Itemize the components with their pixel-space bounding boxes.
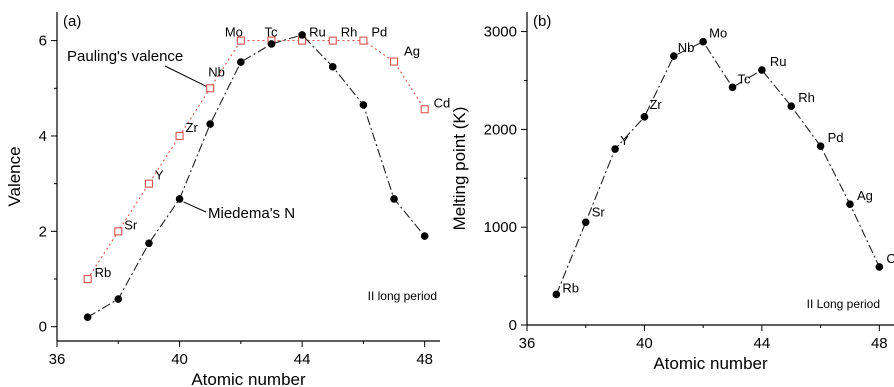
data-point-circle [390,195,398,203]
data-point-circle [581,218,590,227]
element-label: Cd [886,251,894,266]
element-label: Ag [857,188,873,203]
x-tick-label: 40 [171,351,188,368]
data-point-square [328,36,337,45]
data-point-circle [145,239,153,248]
data-point-square [83,274,92,284]
pauling-valence-label: Pauling's valence [67,48,183,65]
x-axis-title: Atomic number [653,354,768,373]
element-label: Rb [562,280,579,295]
element-label: Ru [770,54,787,69]
element-label: Y [620,133,629,148]
data-point-circle [670,52,678,60]
data-point-circle [175,195,184,203]
series-line [555,41,880,295]
data-point-circle [83,313,92,321]
pauling-leader-line [164,65,207,87]
data-point-circle [758,66,766,74]
element-label: Ag [404,44,420,59]
data-point-circle [420,232,429,240]
element-label: Mo [709,26,727,41]
data-point-square [389,57,399,66]
data-point-circle [699,37,707,46]
y-axis-title: Melting point (K) [450,107,469,231]
element-label: Nb [208,64,225,79]
data-point-circle [728,83,737,92]
element-label: Ru [309,25,326,40]
y-tick-label: 1000 [484,219,517,236]
y-tick-label: 2000 [484,121,517,138]
y-tick-label: 6 [39,33,47,50]
element-label: Cd [434,95,451,110]
data-point-circle [206,120,214,128]
y-tick-label: 2 [39,223,47,240]
data-point-circle [359,101,368,109]
panel-label: (b) [533,13,551,30]
data-point-circle [611,145,619,153]
period-annotation: II long period [368,289,437,303]
panel-b-melting-point-chart: 36 40 44 48 0 1000 2000 3000 Atomic number Meltin… [450,12,894,373]
element-label: Y [155,168,164,183]
y-axis-title: Valence [5,146,24,206]
element-label: Rh [798,90,815,105]
element-label: Sr [124,217,138,232]
data-point-circle [267,40,276,48]
data-point-square [236,36,245,45]
x-tick-label: 48 [871,335,888,352]
x-tick-label: 36 [519,335,536,352]
element-label: Pd [828,130,844,145]
element-label: Rb [95,265,112,280]
data-point-circle [787,102,796,110]
data-point-square [144,179,153,188]
y-tick-label: 0 [509,317,517,334]
period-annotation: II Long period [807,297,880,311]
miedema-leader-line [183,201,207,213]
data-point-square [359,36,368,45]
data-point-circle [552,290,561,299]
element-label: Tc [738,71,752,86]
y-tick-label: 3000 [484,24,517,41]
y-tick-label: 4 [39,128,47,145]
element-label: Mo [225,25,243,40]
miedema-n-label: Miedema's N [208,205,295,222]
panel-label: (a) [63,13,81,30]
series-line [87,34,426,318]
x-tick-label: 48 [416,351,433,368]
data-point-square [206,84,215,93]
element-label: Nb [678,40,695,55]
data-point-circle [298,31,306,39]
x-tick-label: 40 [636,335,653,352]
data-point-square [420,105,429,114]
element-label: Zr [649,97,662,112]
y-tick-label: 0 [39,319,47,336]
data-point-circle [846,200,854,209]
element-label: Tc [264,25,278,40]
data-point-circle [640,113,649,121]
data-point-circle [875,263,884,271]
data-point-circle [114,295,123,303]
element-label: Pd [371,25,387,40]
x-tick-label: 36 [49,351,66,368]
data-point-square [114,227,123,236]
data-point-square [175,131,184,141]
element-label: Rh [341,25,358,40]
x-axis-title: Atomic number [191,370,306,387]
x-tick-label: 44 [754,335,771,352]
x-tick-label: 44 [294,351,311,368]
panel-a-valence-chart: 36 40 44 48 0 2 4 6 Atomic number Valence (a) II lo… [5,12,450,387]
data-point-circle [816,142,825,150]
element-label: Sr [592,204,606,219]
element-label: Zr [186,120,199,135]
data-point-circle [328,63,337,71]
data-point-circle [237,58,245,66]
series-line [87,40,426,280]
